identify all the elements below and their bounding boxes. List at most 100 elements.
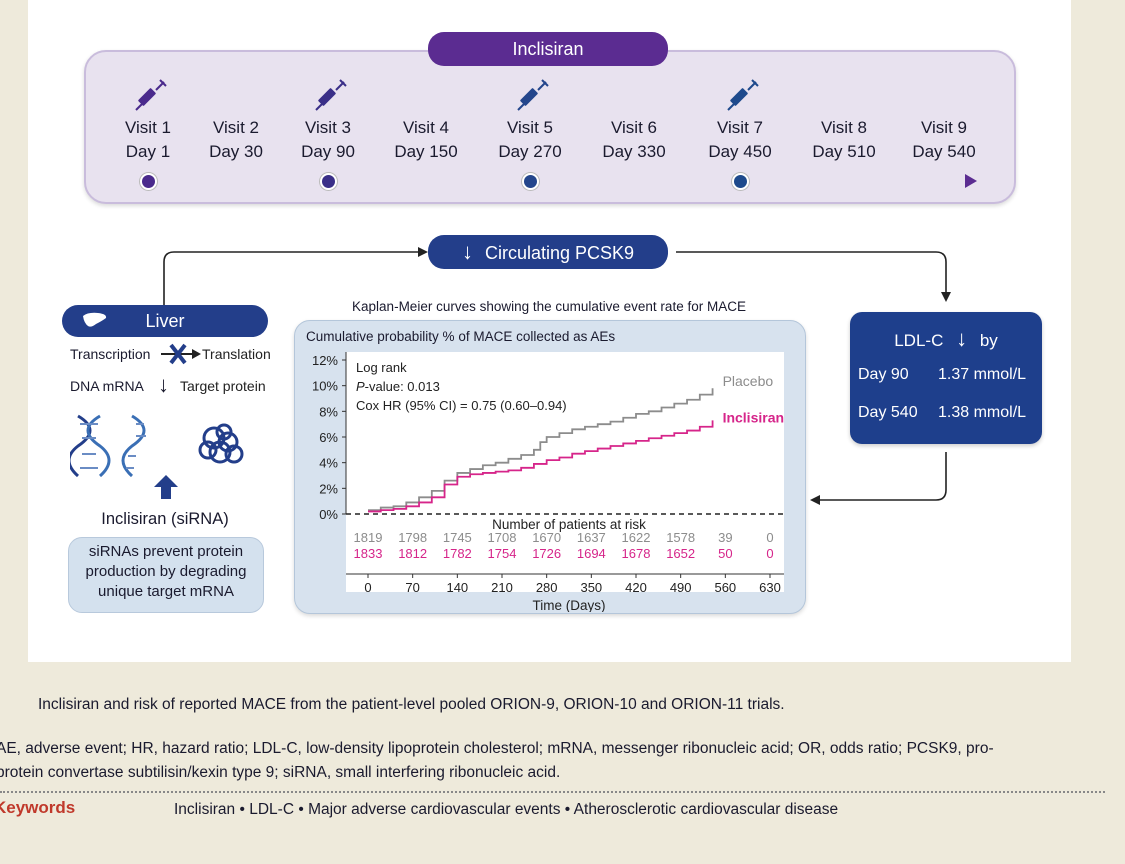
ldl-title: LDL-C — [894, 331, 944, 350]
inclisiran-title-pill: Inclisiran — [428, 32, 668, 66]
sirna-note-line: production by degrading — [85, 563, 247, 580]
risk-count: 50 — [718, 546, 732, 561]
dna-mrna-label: DNA mRNA — [70, 378, 144, 394]
risk-count: 1678 — [622, 546, 651, 561]
visit-day: Day 90 — [301, 142, 355, 161]
liver-pill: Liver — [62, 305, 268, 337]
keyword: Atherosclerotic cardiovascular disease — [573, 801, 839, 818]
visit-day: Day 450 — [708, 142, 772, 161]
x-tick-label: 70 — [405, 580, 419, 595]
liver-title: Liver — [145, 311, 185, 331]
visit-day: Day 270 — [498, 142, 562, 161]
visit-item: Visit 2 Day 30 — [181, 116, 291, 164]
y-tick-label: 0% — [319, 507, 338, 522]
y-tick-label: 2% — [319, 481, 338, 496]
down-arrow-icon: ↓ — [158, 372, 169, 397]
transcription-label: Transcription — [70, 346, 151, 362]
y-tick-label: 8% — [319, 404, 338, 419]
keyword-separator: • — [560, 801, 574, 818]
km-chart: 0% 2% 4% 6% 8% 10% 12% 0 70 140 210 280 350 420 490 560… — [312, 352, 784, 612]
legend-inclisiran: Inclisiran — [723, 409, 784, 425]
plot-area — [346, 352, 784, 592]
visit-number: Visit 5 — [507, 118, 553, 137]
series-line-placebo — [368, 388, 714, 512]
legend-placebo: Placebo — [723, 373, 774, 389]
visit-number: Visit 8 — [821, 118, 867, 137]
visit-number: Visit 1 — [125, 118, 171, 137]
x-tick-label: 210 — [491, 580, 513, 595]
risk-count: 39 — [718, 530, 732, 545]
risk-count: 1798 — [398, 530, 427, 545]
dosing-timeline — [84, 50, 1016, 204]
pcsk9-label: Circulating PCSK9 — [484, 243, 635, 263]
keyword: Inclisiran — [174, 801, 236, 818]
visit-item: Visit 1 Day 1 — [93, 116, 203, 164]
blocked-arrow-icon — [161, 343, 201, 365]
x-tick-label: 490 — [670, 580, 692, 595]
visit-item: Visit 6 Day 330 — [579, 116, 689, 164]
risk-count: 1637 — [577, 530, 606, 545]
risk-count: 0 — [766, 530, 773, 545]
dna-mrna-protein-icons — [70, 414, 244, 478]
dotted-divider — [0, 791, 1105, 793]
x-tick-label: 630 — [759, 580, 781, 595]
keyword-separator: • — [294, 801, 309, 818]
risk-table-title: Number of patients at risk — [492, 517, 646, 532]
visit-number: Visit 3 — [305, 118, 351, 137]
risk-count: 1578 — [666, 530, 695, 545]
sirna-note-line: siRNAs prevent protein — [88, 543, 244, 560]
visit-day: Day 150 — [394, 142, 458, 161]
arrow-ldl-to-km — [818, 452, 947, 501]
abbreviations-line-2: protein convertase subtilisin/kexin type… — [0, 764, 561, 781]
syringe-icon — [135, 79, 167, 111]
stats-cox-hr: Cox HR (95% CI) = 0.75 (0.60–0.94) — [356, 398, 567, 413]
visit-day: Day 510 — [812, 142, 876, 161]
risk-count: 1833 — [354, 546, 383, 561]
p-label: P — [356, 379, 365, 394]
risk-count: 1670 — [532, 530, 561, 545]
sirna-note-box: siRNAs prevent protein production by deg… — [68, 537, 264, 613]
abbreviations-line-1: AE, adverse event; HR, hazard ratio; LDL… — [0, 740, 994, 757]
x-tick-label: 140 — [446, 580, 468, 595]
ldl-by: by — [979, 331, 998, 350]
stats-p-value: P-value: 0.013 — [356, 379, 440, 394]
ldl-row-day540-day: Day 540 — [858, 404, 918, 421]
p-value: -value: 0.013 — [365, 379, 440, 394]
risk-count: 1694 — [577, 546, 606, 561]
series-line-inclisiran — [368, 420, 714, 513]
arrow-liver-to-pcsk9 — [163, 251, 420, 305]
km-box-title: Cumulative probability % of MACE collect… — [306, 329, 616, 344]
arrow-pcsk9-to-ldl — [676, 251, 947, 294]
visit-number: Visit 6 — [611, 118, 657, 137]
risk-count: 1782 — [443, 546, 472, 561]
x-tick-label: 0 — [364, 580, 371, 595]
up-arrow-icon — [154, 475, 178, 499]
down-arrow-icon: ↓ — [956, 326, 968, 351]
risk-count: 1812 — [398, 546, 427, 561]
translation-label: Translation — [202, 346, 271, 362]
ldl-row-day90-value: 1.37 mmol/L — [938, 366, 1027, 383]
visit-item: Visit 4 Day 150 — [371, 116, 481, 164]
stats-log-rank: Log rank — [356, 360, 407, 375]
y-tick-label: 4% — [319, 456, 338, 471]
ldl-reduction-box: LDL-C ↓ by Day 90 1.37 mmol/L Day 540 1.… — [850, 312, 1042, 444]
end-triangle-icon — [965, 174, 977, 188]
risk-count: 1652 — [666, 546, 695, 561]
protein-icon — [198, 423, 244, 464]
visit-day: Day 30 — [209, 142, 263, 161]
keyword: LDL-C — [249, 801, 295, 818]
mrna-icon — [121, 414, 146, 478]
injection-dot — [522, 173, 539, 190]
visit-day: Day 1 — [125, 142, 171, 161]
y-tick-label: 6% — [319, 430, 338, 445]
risk-count: 1754 — [488, 546, 517, 561]
visit-item: Visit 5 Day 270 — [475, 116, 585, 164]
syringe-icon — [315, 79, 347, 111]
risk-count: 1745 — [443, 530, 472, 545]
km-heading: Kaplan-Meier curves showing the cumulati… — [352, 299, 746, 314]
x-tick-label: 420 — [625, 580, 647, 595]
keyword-separator: • — [235, 801, 250, 818]
visit-item: Visit 8 Day 510 — [789, 116, 899, 164]
visit-item: Visit 7 Day 450 — [685, 116, 795, 164]
